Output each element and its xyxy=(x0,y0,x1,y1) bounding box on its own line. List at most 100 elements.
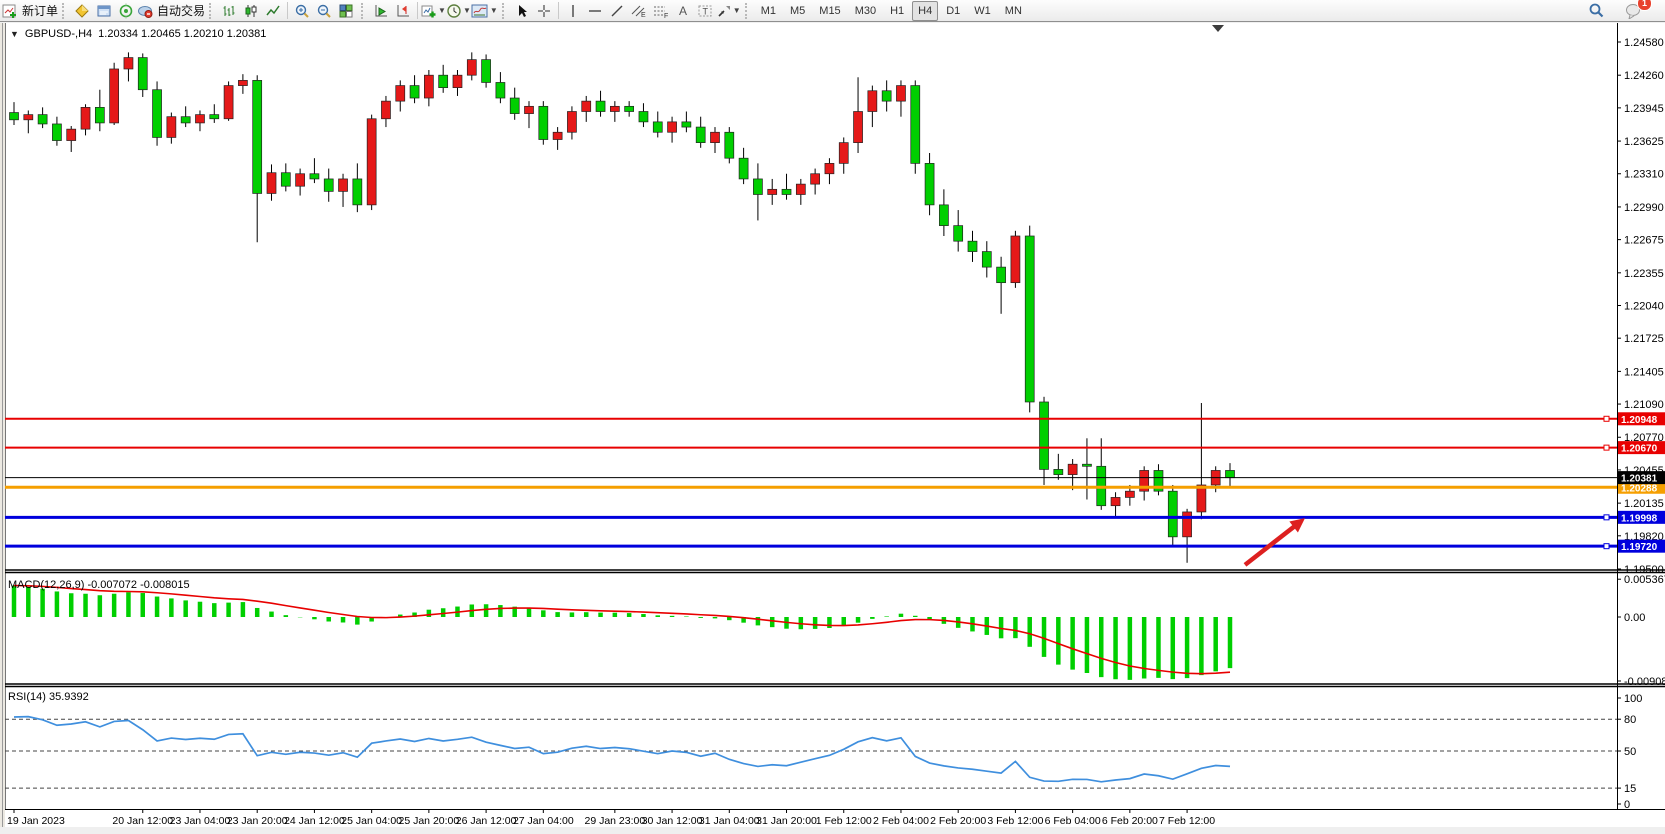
timeframe-w1[interactable]: W1 xyxy=(974,4,991,17)
price-axis-tick: 1.22355 xyxy=(1624,268,1664,280)
zoom-out-button[interactable] xyxy=(313,1,335,21)
toolbar-right-icons: 1 xyxy=(1585,0,1665,21)
search-button[interactable] xyxy=(1585,1,1607,21)
chart-window: 1.24580 1.24260 1.23945 1.23625 1.23310 1.229… xyxy=(0,23,1665,834)
time-axis-label: 6 Feb 04:00 xyxy=(1045,815,1101,827)
svg-text:1.19720: 1.19720 xyxy=(1621,542,1658,553)
one-click-trading-toggle[interactable]: ▼ xyxy=(10,29,19,39)
chat-button[interactable]: 1 xyxy=(1623,0,1652,21)
price-axis-tick: 1.22040 xyxy=(1624,300,1664,312)
period-dropdown[interactable]: ▼ xyxy=(446,1,471,21)
price-axis-tick: 1.24260 xyxy=(1624,70,1664,82)
rsi-axis-tick: 15 xyxy=(1624,783,1636,795)
timeframe-m15[interactable]: M15 xyxy=(819,4,841,17)
auto-trading-button[interactable]: 自动交易 xyxy=(137,1,205,21)
time-axis-label: 19 Jan 2023 xyxy=(7,815,65,827)
timeframe-m30[interactable]: M30 xyxy=(854,4,877,17)
toolbar-grip xyxy=(209,2,214,19)
svg-text:1.20670: 1.20670 xyxy=(1621,444,1658,455)
bar-chart-type-button[interactable] xyxy=(218,1,240,21)
time-axis-label: 31 Jan 20:00 xyxy=(756,815,817,827)
chart-ohlc-values: 1.20334 1.20465 1.20210 1.20381 xyxy=(98,28,267,40)
horizontal-line-tool[interactable] xyxy=(584,1,606,21)
svg-text:A: A xyxy=(679,4,687,18)
time-axis-label: 7 Feb 12:00 xyxy=(1159,815,1215,827)
arrows-dropdown[interactable]: ▼ xyxy=(716,1,741,21)
time-axis-label: 31 Jan 04:00 xyxy=(699,815,760,827)
zoom-in-icon xyxy=(295,4,309,18)
time-axis-label: 24 Jan 12:00 xyxy=(284,815,345,827)
svg-text:1.20948: 1.20948 xyxy=(1621,415,1658,426)
signals-button[interactable] xyxy=(115,1,137,21)
main-toolbar: 新订单 自动交易 xyxy=(0,0,1665,22)
market-watch-icon xyxy=(75,3,89,18)
line-handle[interactable] xyxy=(1603,543,1610,550)
toolbar-grip xyxy=(62,2,67,19)
timeframe-m5[interactable]: M5 xyxy=(790,4,806,17)
timeframe-h1[interactable]: H1 xyxy=(890,4,905,17)
crosshair-icon xyxy=(537,4,550,17)
new-order-label: 新订单 xyxy=(22,4,59,18)
trendline-icon xyxy=(611,5,623,16)
vertical-line-tool[interactable] xyxy=(562,1,584,21)
time-axis-label: 3 Feb 12:00 xyxy=(987,815,1043,827)
price-axis-tick: 1.23625 xyxy=(1624,136,1664,148)
zoom-in-button[interactable] xyxy=(291,1,313,21)
toolbar-grip xyxy=(361,2,366,19)
template-dropdown[interactable]: ▼ xyxy=(471,1,498,21)
line-handle[interactable] xyxy=(1603,444,1610,451)
new-order-button[interactable]: 新订单 xyxy=(2,1,58,21)
auto-scroll-button[interactable] xyxy=(370,1,392,21)
price-tag xyxy=(1618,441,1665,455)
data-window-button[interactable] xyxy=(93,1,115,21)
timeframe-d1[interactable]: D1 xyxy=(946,4,961,17)
dropdown-caret: ▼ xyxy=(462,6,471,15)
time-axis-label: 23 Jan 04:00 xyxy=(170,815,231,827)
toolbar-separator xyxy=(287,2,289,19)
text-tool[interactable]: A xyxy=(672,1,694,21)
line-handle[interactable] xyxy=(1603,514,1610,521)
cursor-tool-button[interactable] xyxy=(511,1,533,21)
rsi-axis-tick: 80 xyxy=(1624,714,1636,726)
time-axis-label: 1 Feb 12:00 xyxy=(816,815,872,827)
time-axis-label: 25 Jan 20:00 xyxy=(399,815,460,827)
data-window-icon xyxy=(97,5,111,16)
crosshair-tool-button[interactable] xyxy=(533,1,555,21)
equidistant-channel-tool[interactable]: E xyxy=(628,1,650,21)
svg-text:F: F xyxy=(664,13,668,19)
time-axis-label: 2 Feb 20:00 xyxy=(930,815,986,827)
svg-text:1.20288: 1.20288 xyxy=(1621,483,1658,494)
text-label-tool[interactable]: T xyxy=(694,1,716,21)
search-icon xyxy=(1589,3,1603,18)
clock-icon xyxy=(447,3,461,18)
candle-chart-type-button[interactable] xyxy=(240,1,262,21)
time-axis-label: 20 Jan 12:00 xyxy=(112,815,173,827)
tile-windows-icon xyxy=(339,4,353,17)
timeframe-h4[interactable]: H4 xyxy=(912,0,939,21)
timeframe-mn[interactable]: MN xyxy=(1004,4,1022,17)
tile-windows-button[interactable] xyxy=(335,1,357,21)
chart-header: ▼ GBPUSD-,H4 1.20334 1.20465 1.20210 1.2… xyxy=(10,28,266,40)
macd-axis-tick: -0.009085 xyxy=(1624,676,1665,688)
fibonacci-icon: F xyxy=(654,6,669,19)
auto-trading-icon xyxy=(138,5,153,18)
chart-shift-marker[interactable] xyxy=(1212,25,1224,32)
line-chart-type-button[interactable] xyxy=(262,1,284,21)
timeframe-m1[interactable]: M1 xyxy=(760,4,776,17)
macd-signal-line xyxy=(13,584,1231,675)
time-axis-label: 27 Jan 04:00 xyxy=(513,815,574,827)
line-handle[interactable] xyxy=(1603,415,1610,422)
add-indicator-dropdown[interactable]: ▼ xyxy=(421,1,446,21)
chart-canvas[interactable]: 1.24580 1.24260 1.23945 1.23625 1.23310 1.229… xyxy=(0,23,1665,834)
macd-axis-tick: 0.005367 xyxy=(1624,574,1665,586)
macd-axis-tick: 0.00 xyxy=(1624,612,1645,624)
price-axis-tick: 1.21090 xyxy=(1624,399,1664,411)
market-watch-button[interactable] xyxy=(71,1,93,21)
trendline-tool[interactable] xyxy=(606,1,628,21)
arrow-annotation[interactable] xyxy=(1243,521,1301,567)
fibonacci-tool[interactable]: F xyxy=(650,1,672,21)
toolbar-separator xyxy=(557,2,559,19)
chart-shift-button[interactable] xyxy=(392,1,414,21)
chart-symbol-label: GBPUSD-,H4 xyxy=(24,28,93,40)
price-axis-tick: 1.19500 xyxy=(1624,564,1664,576)
